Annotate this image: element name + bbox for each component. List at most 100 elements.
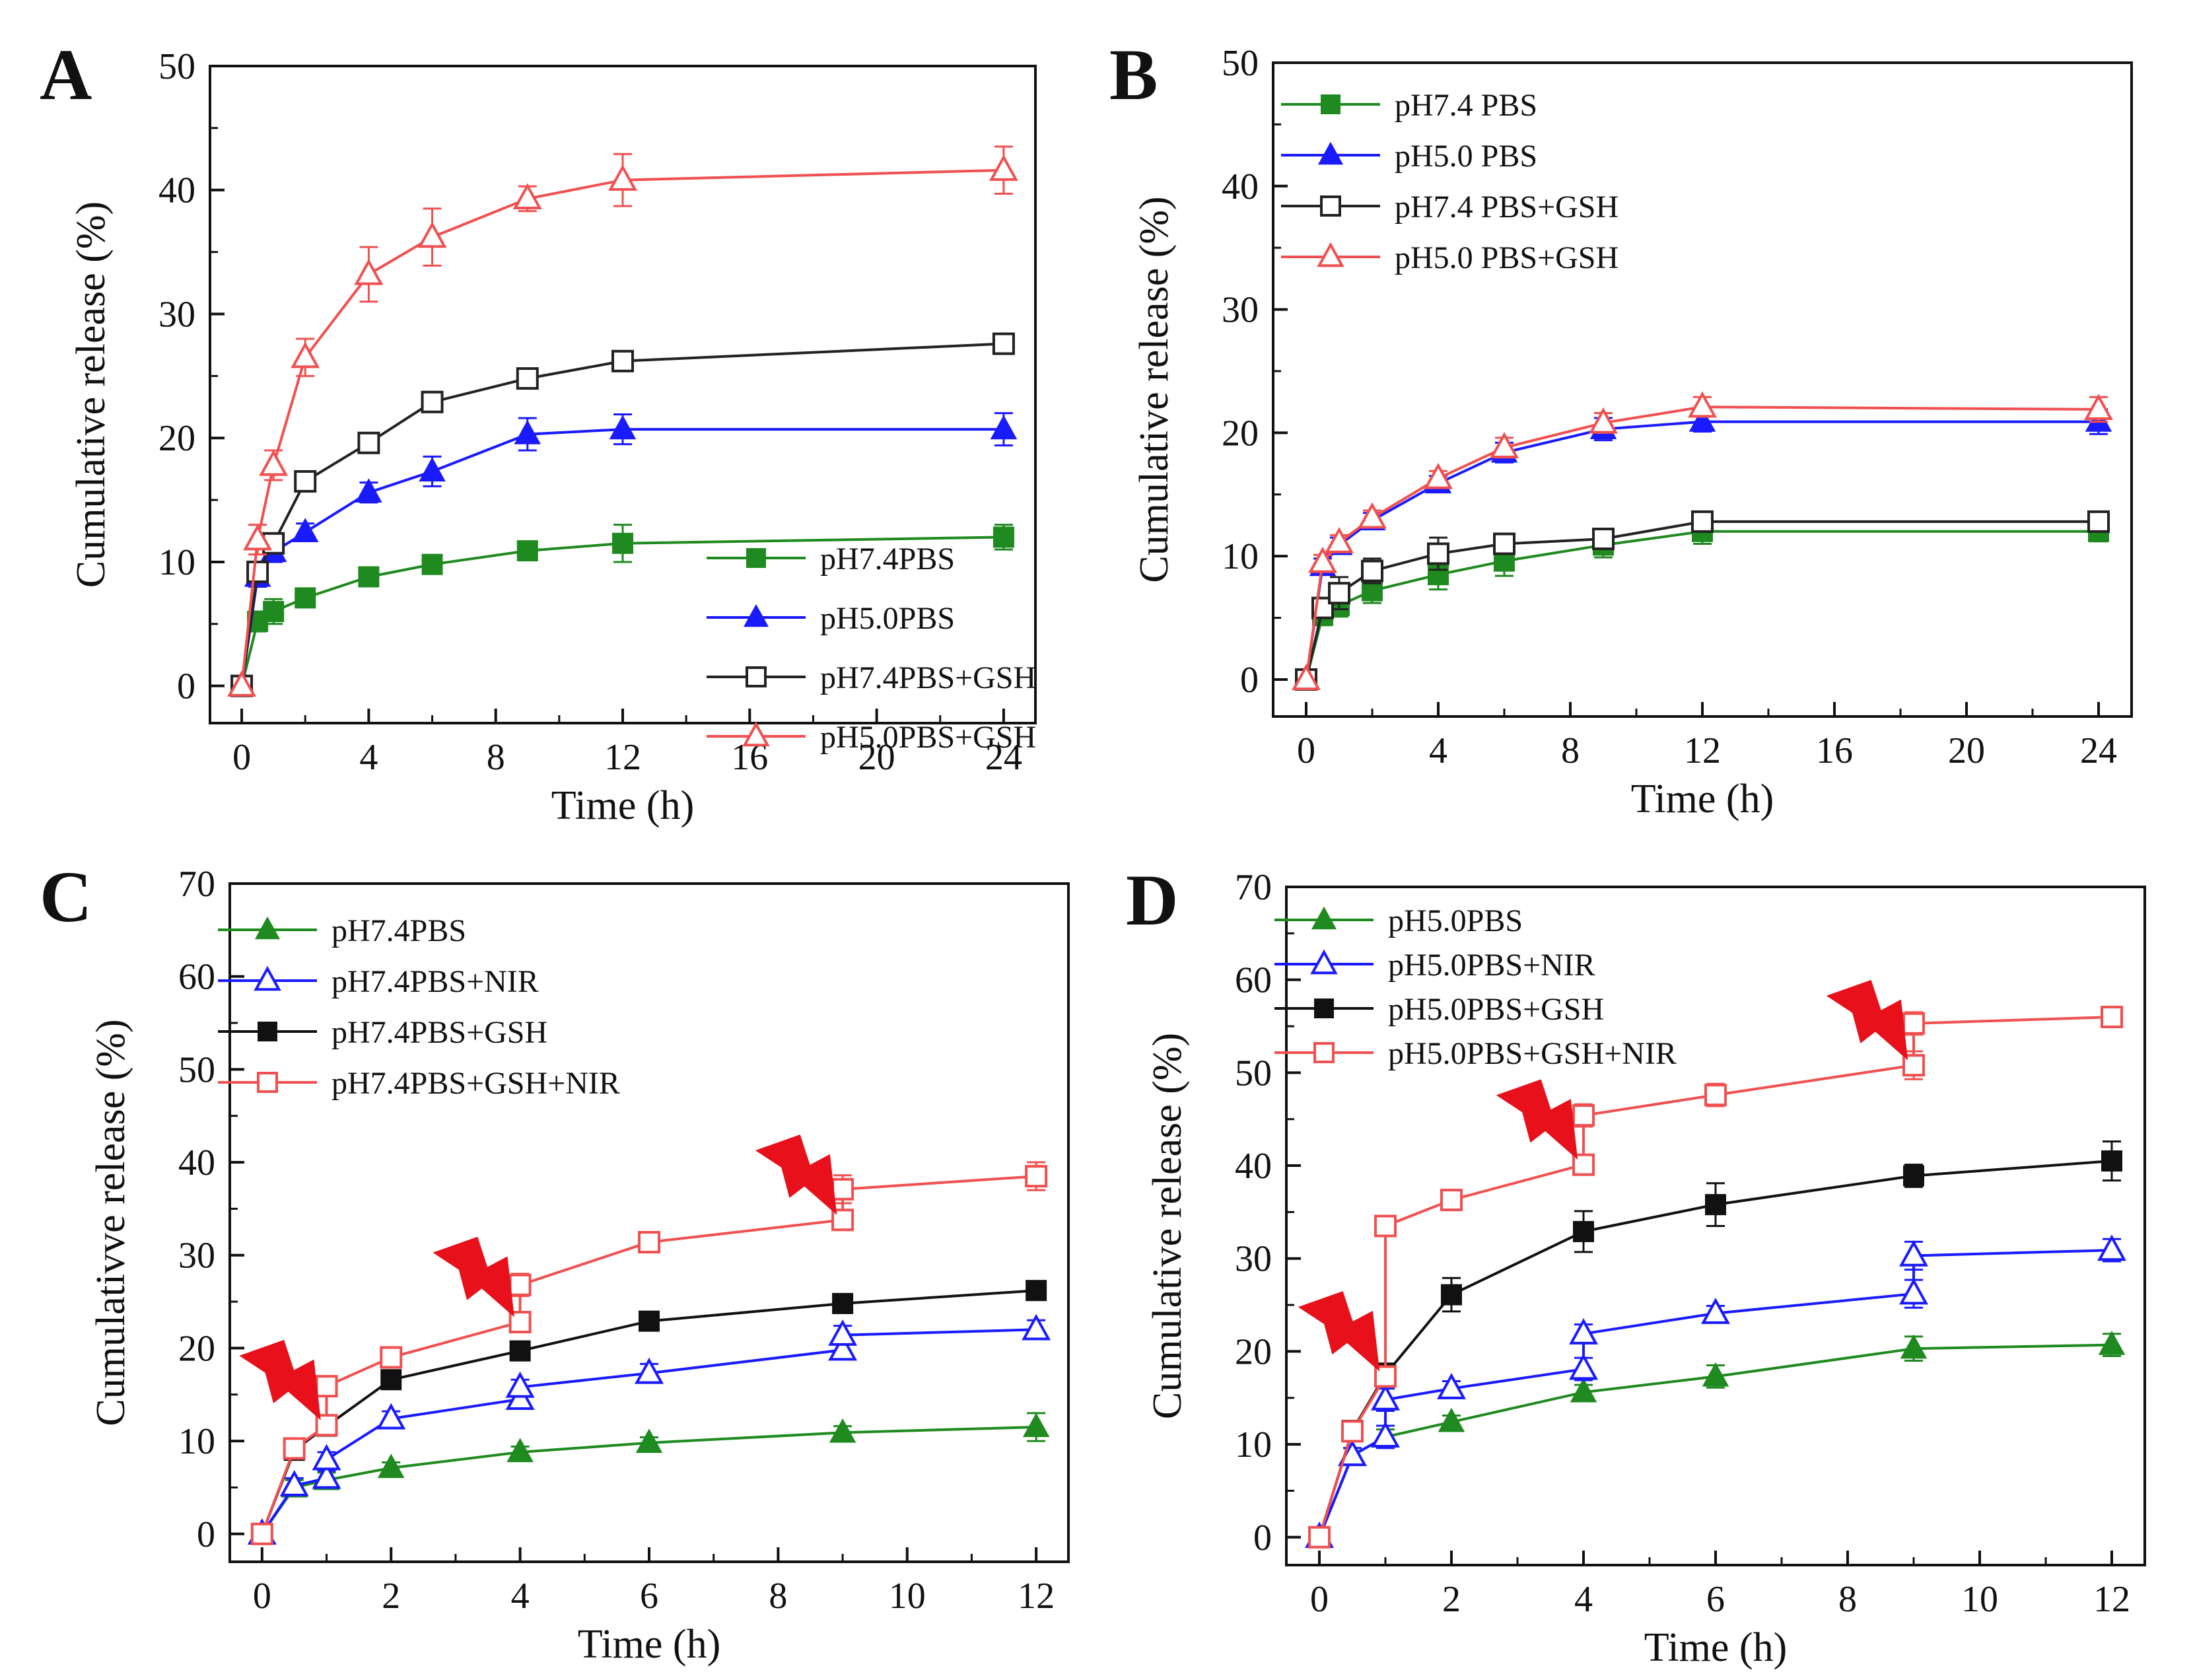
legend-marker	[1317, 242, 1344, 267]
series-line	[1305, 520, 2099, 680]
data-point	[508, 1273, 532, 1296]
data-point	[312, 1462, 341, 1489]
y-tick-label: 20	[158, 418, 195, 459]
y-tick-label: 40	[158, 170, 195, 211]
data-point	[421, 553, 443, 575]
data-point	[1899, 1240, 1928, 1267]
data-point	[312, 1444, 341, 1471]
data-point	[1026, 1280, 1047, 1302]
x-tick-label: 20	[858, 737, 895, 778]
data-point	[1572, 1104, 1595, 1127]
y-tick-label: 50	[1235, 1053, 1272, 1094]
y-axis-title: Cumulativve release (%)	[88, 1019, 133, 1426]
y-tick-label: 0	[197, 1514, 215, 1555]
data-point	[1900, 1334, 1928, 1359]
y-tick-label: 50	[1222, 43, 1259, 84]
x-tick-label: 24	[985, 737, 1022, 778]
series-3	[227, 145, 1018, 697]
data-point	[421, 390, 444, 413]
lightning-icon	[1826, 979, 1908, 1061]
data-point	[1701, 1298, 1730, 1324]
data-point	[1440, 1189, 1463, 1212]
y-axis-title: Cumulative release (%)	[69, 201, 114, 588]
legend-label: pH7.4PBS+GSH+NIR	[331, 1066, 620, 1101]
data-point	[1371, 1383, 1400, 1411]
y-tick-label: 20	[1235, 1331, 1272, 1372]
y-tick-label: 40	[1235, 1146, 1272, 1187]
x-tick-label: 8	[1838, 1579, 1857, 1620]
legend-label: pH5.0PBS+GSH	[1388, 992, 1604, 1027]
data-point	[1705, 1194, 1726, 1216]
data-point	[2098, 1330, 2126, 1355]
data-point	[376, 1403, 406, 1430]
x-tick-label: 12	[1684, 730, 1721, 771]
data-point	[1702, 1362, 1729, 1387]
data-point	[2084, 394, 2113, 421]
data-point	[1704, 1084, 1727, 1107]
x-tick-label: 20	[1948, 730, 1985, 771]
x-tick-label: 4	[359, 737, 378, 778]
data-point	[1371, 1421, 1400, 1448]
data-point	[638, 1231, 660, 1254]
data-point	[380, 1369, 402, 1391]
series-line	[1318, 1249, 2112, 1538]
lightning-icon	[239, 1339, 321, 1420]
lightning-icon	[755, 1134, 837, 1215]
legend-label: pH7.4PBS	[820, 542, 955, 577]
data-point	[419, 457, 446, 482]
legend-marker	[743, 604, 769, 627]
data-point	[291, 518, 319, 543]
legend-label: pH7.4 PBS	[1395, 88, 1537, 123]
x-tick-label: 8	[487, 737, 505, 778]
y-tick-label: 60	[1235, 960, 1272, 1001]
data-point	[1903, 1165, 1924, 1187]
y-tick-label: 60	[178, 957, 215, 998]
series-1	[1292, 407, 2112, 690]
series-1	[1305, 1234, 2126, 1548]
data-point	[2097, 1234, 2126, 1261]
data-point	[512, 183, 542, 210]
data-point	[828, 1319, 858, 1346]
x-axis-title: Time (h)	[1644, 1625, 1787, 1670]
x-tick-label: 0	[253, 1576, 271, 1617]
data-point	[227, 670, 257, 697]
series-line	[1305, 420, 2099, 680]
data-point	[1022, 1413, 1050, 1438]
legend: pH7.4PBS pH5.0PBS pH7.4PBS+GSH pH5.0PBS+GSH	[707, 542, 1036, 755]
y-tick-label: 20	[1222, 413, 1259, 454]
y-tick-label: 30	[158, 294, 195, 335]
x-tick-label: 4	[1429, 730, 1447, 771]
series-3	[250, 1161, 1048, 1545]
data-point	[514, 419, 541, 444]
data-point	[2087, 510, 2110, 533]
data-point	[315, 1375, 338, 1398]
y-tick-label: 0	[1240, 660, 1259, 701]
panel-letter: A	[40, 34, 92, 115]
series-0	[1305, 1330, 2126, 1547]
legend-marker	[257, 1072, 278, 1093]
legend-label: pH5.0PBS+GSH	[820, 720, 1036, 755]
y-tick-label: 50	[178, 1049, 215, 1090]
y-tick-label: 10	[1235, 1424, 1272, 1465]
panel-letter: B	[1109, 34, 1158, 115]
data-point	[243, 524, 273, 551]
data-point	[828, 1334, 858, 1361]
legend-label: pH5.0PBS	[820, 601, 955, 636]
data-point	[608, 164, 637, 191]
data-point	[509, 1340, 531, 1362]
legend-marker	[1311, 906, 1337, 930]
legend-label: pH7.4PBS+GSH	[331, 1015, 547, 1050]
legend-label: pH7.4PBS	[331, 913, 466, 948]
x-tick-label: 8	[1561, 730, 1580, 771]
data-point	[1022, 1313, 1051, 1341]
legend-label: pH5.0PBS+GSH+NIR	[1388, 1036, 1677, 1071]
x-tick-label: 0	[1297, 730, 1315, 771]
data-point	[1025, 1165, 1048, 1188]
x-tick-label: 16	[1816, 730, 1853, 771]
y-tick-label: 10	[178, 1421, 215, 1462]
legend-marker	[1320, 195, 1341, 217]
x-tick-label: 2	[1442, 1579, 1461, 1620]
legend-marker	[254, 916, 281, 940]
data-point	[380, 1346, 403, 1369]
x-axis-title: Time (h)	[1631, 777, 1774, 822]
